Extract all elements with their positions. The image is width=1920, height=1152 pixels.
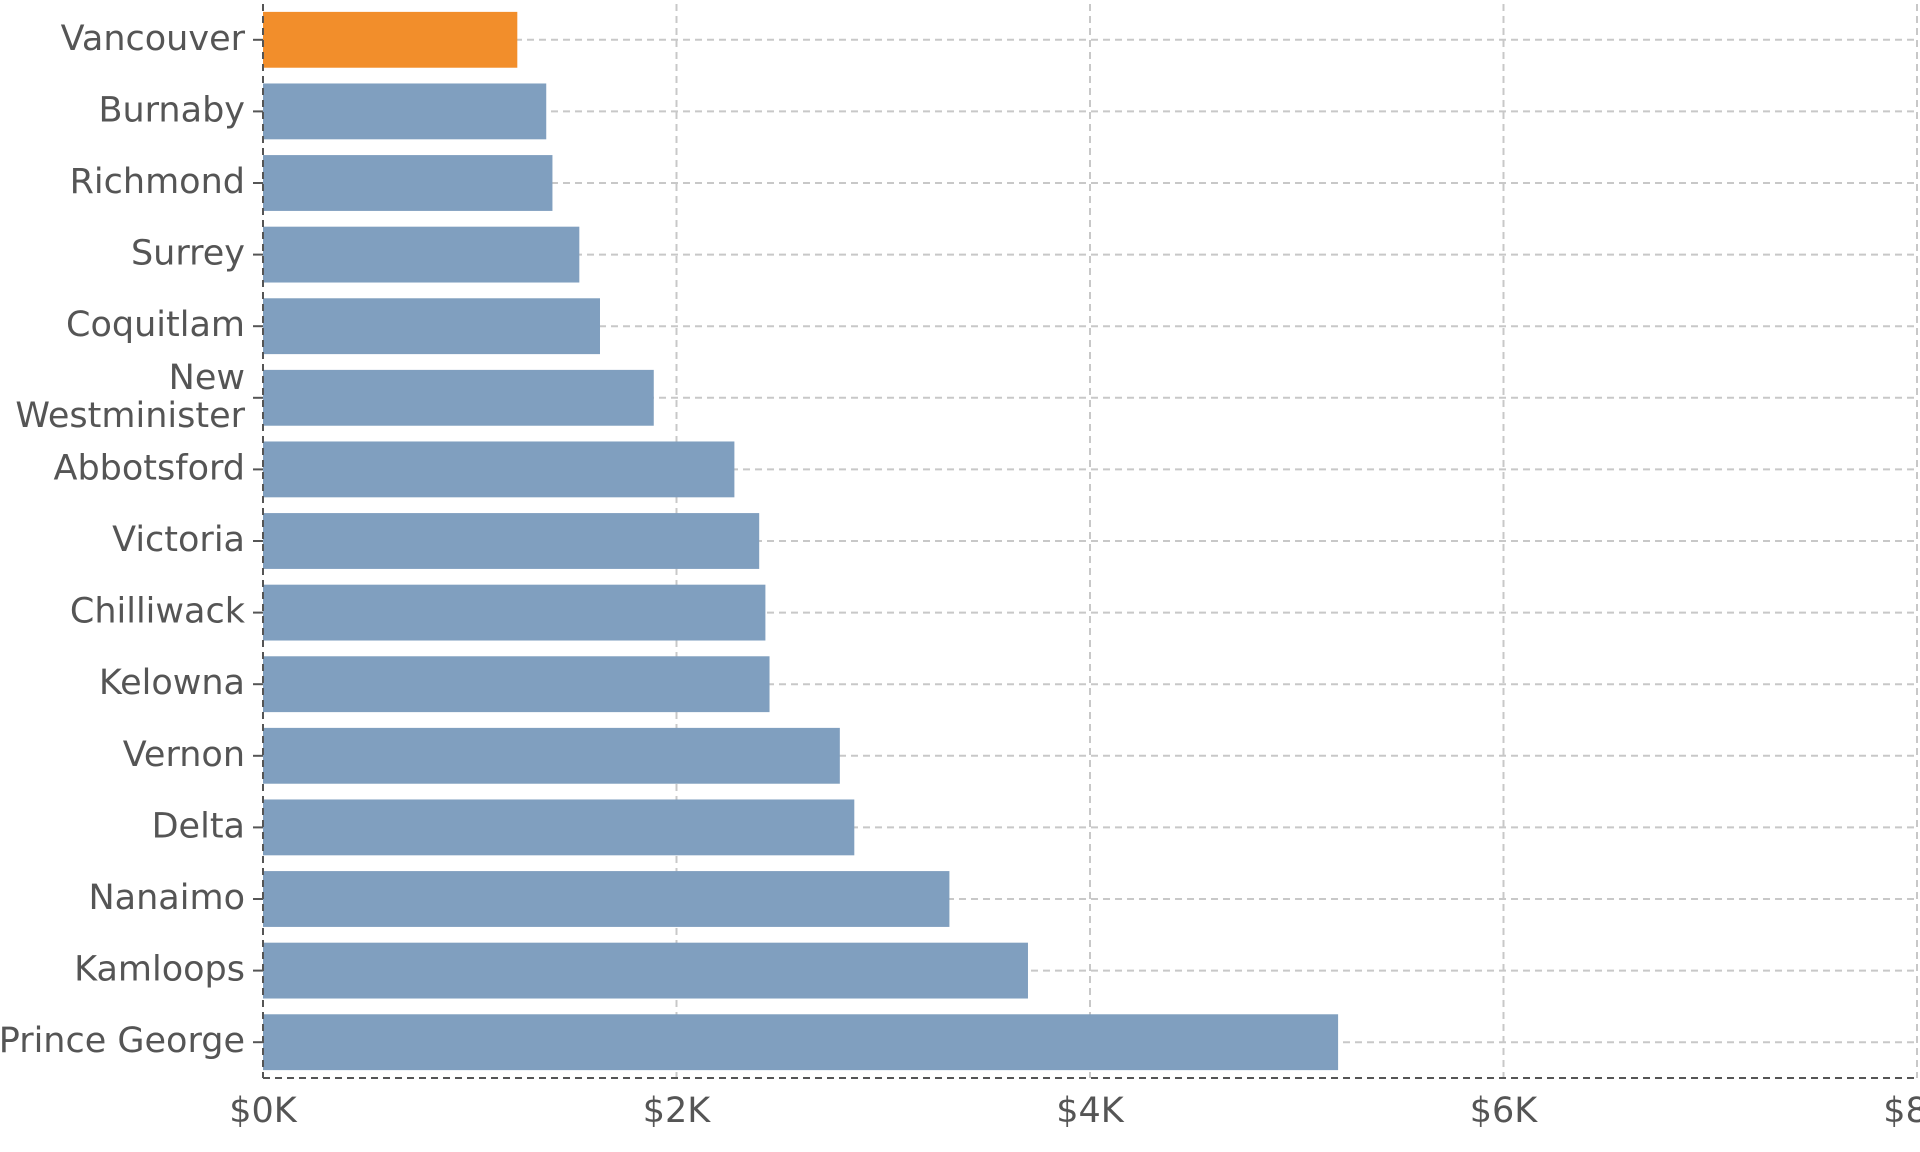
bar [263, 656, 770, 713]
bar [263, 871, 950, 927]
y-tick-label: Burnaby [98, 90, 245, 130]
bar [263, 298, 601, 355]
y-tick-label: Kelowna [99, 663, 245, 703]
bar [263, 584, 766, 641]
y-tick-label: Coquitlam [66, 305, 245, 345]
x-tick-label: $6K [1470, 1091, 1539, 1131]
x-tick-label: $2K [643, 1091, 712, 1131]
x-tick-label: $4K [1056, 1091, 1125, 1131]
y-tick-label: Delta [152, 806, 245, 846]
bar [263, 1014, 1339, 1071]
bar [263, 226, 580, 283]
y-tick-label: Vancouver [61, 19, 246, 59]
x-tick-label: $8K [1883, 1091, 1920, 1131]
y-tick-label: Prince George [0, 1021, 245, 1061]
bar [263, 727, 840, 784]
y-tick-label: New Westminister [15, 358, 245, 436]
y-tick-label: Nanaimo [89, 878, 246, 918]
bar [263, 155, 553, 211]
y-tick-label: Abbotsford [54, 448, 245, 488]
bar [263, 513, 760, 569]
bar [263, 942, 1028, 999]
y-tick-label: Richmond [70, 162, 245, 202]
y-tick-label: Vernon [123, 735, 245, 775]
y-tick-label: Surrey [131, 234, 245, 274]
bar [263, 441, 735, 498]
y-tick-label: Kamloops [74, 950, 245, 990]
bar [263, 83, 547, 140]
x-tick-label: $0K [229, 1091, 298, 1131]
bar [263, 11, 518, 68]
bar [263, 799, 855, 856]
bar [263, 369, 654, 426]
y-tick-label: Chilliwack [70, 592, 246, 632]
y-tick-label: Victoria [112, 520, 245, 560]
